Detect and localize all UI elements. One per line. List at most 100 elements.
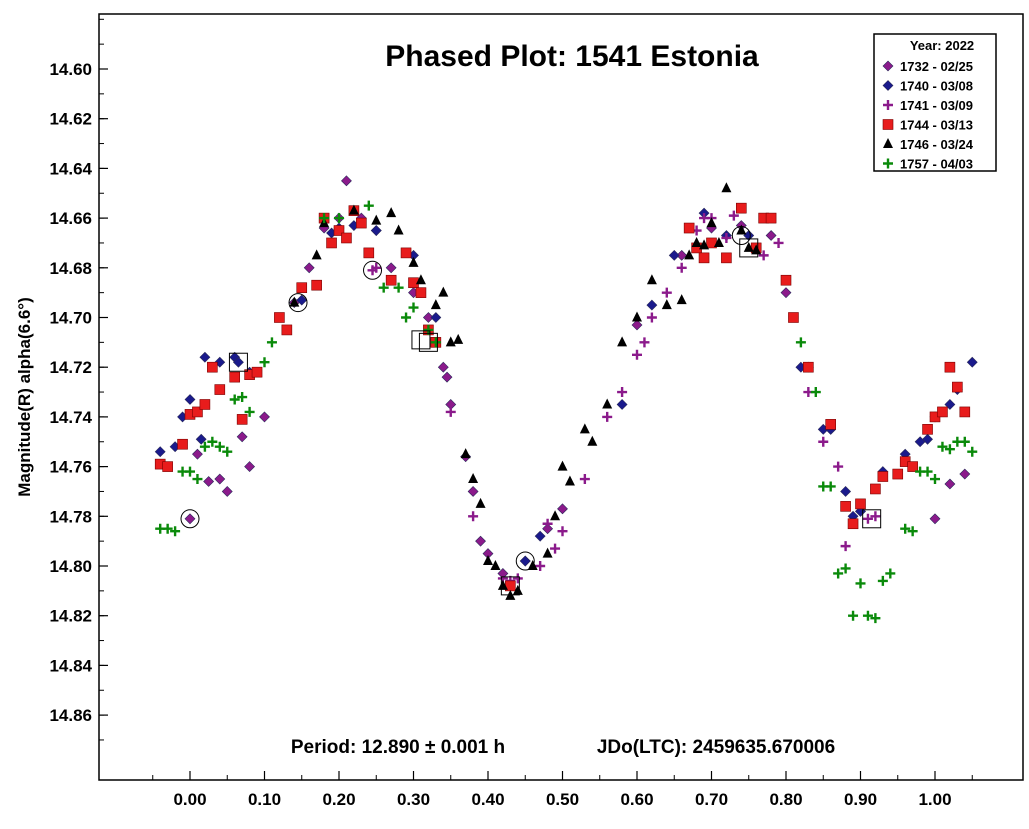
- data-point: [870, 613, 881, 624]
- data-point: [825, 481, 836, 492]
- data-point: [639, 337, 650, 348]
- data-point: [959, 406, 971, 418]
- data-point: [356, 217, 367, 229]
- data-point: [735, 202, 747, 214]
- data-point: [944, 444, 955, 455]
- data-point: [952, 381, 963, 393]
- data-point: [646, 274, 657, 285]
- data-point: [185, 466, 195, 477]
- data-point: [550, 543, 561, 554]
- highlight-square: [228, 352, 248, 372]
- data-point: [728, 210, 739, 221]
- data-point: [214, 384, 226, 395]
- data-point: [415, 287, 427, 298]
- y-tick-label: 14.78: [49, 507, 92, 526]
- data-point: [237, 392, 248, 403]
- data-point: [497, 579, 508, 590]
- epoch-annotation: JDo(LTC): 2459635.670006: [597, 737, 835, 758]
- legend-label: 1741 - 03/09: [900, 98, 973, 113]
- highlight-square: [500, 576, 520, 596]
- data-point: [274, 312, 285, 323]
- data-point: [170, 526, 181, 537]
- data-point: [393, 282, 404, 293]
- period-annotation: Period: 12.890 ± 0.001 h: [291, 737, 505, 758]
- data-point: [162, 523, 173, 534]
- legend-label: 1740 - 03/08: [900, 79, 973, 94]
- highlight-circle: [363, 260, 383, 280]
- data-point: [907, 461, 918, 472]
- data-point: [184, 513, 196, 525]
- data-point: [229, 394, 240, 405]
- data-point: [706, 217, 717, 228]
- y-tick-label: 14.68: [49, 259, 92, 278]
- data-point: [467, 486, 479, 497]
- chart-title: Phased Plot: 1541 Estonia: [385, 40, 759, 73]
- data-point: [334, 213, 344, 224]
- data-point: [765, 212, 777, 224]
- data-point: [195, 433, 207, 445]
- data-point: [743, 241, 754, 252]
- data-point: [795, 337, 806, 348]
- data-point: [453, 333, 464, 344]
- data-point: [177, 438, 188, 450]
- data-point: [617, 387, 628, 398]
- data-point: [713, 236, 724, 247]
- data-point: [602, 411, 613, 422]
- data-point: [632, 349, 642, 360]
- data-point: [371, 214, 382, 225]
- data-point: [840, 501, 851, 512]
- legend-title: Year: 2022: [910, 38, 974, 53]
- data-point: [430, 299, 441, 310]
- data-point: [885, 568, 896, 579]
- data-point: [266, 337, 277, 348]
- data-point: [259, 411, 270, 423]
- data-point: [847, 518, 859, 530]
- highlight-circle: [515, 551, 535, 571]
- legend-items: 1732 - 02/25 1740 - 03/08 1741 - 03/09 1744…: [882, 59, 974, 172]
- data-point: [408, 302, 419, 313]
- data-point: [192, 474, 203, 485]
- data-point: [303, 262, 315, 274]
- data-points: [154, 175, 978, 624]
- data-point: [333, 225, 345, 236]
- data-point: [236, 414, 248, 425]
- data-point: [855, 578, 866, 589]
- data-point: [862, 513, 873, 524]
- x-tick-label: 0.60: [620, 790, 653, 809]
- data-point: [341, 232, 352, 244]
- data-point: [154, 446, 166, 458]
- data-point: [966, 356, 978, 368]
- data-point: [646, 312, 657, 323]
- legend-box: [873, 33, 997, 172]
- data-point: [534, 530, 546, 542]
- data-point: [833, 461, 844, 472]
- data-point: [616, 399, 628, 410]
- data-point: [259, 357, 270, 368]
- data-point: [162, 461, 173, 472]
- highlighted-points: [180, 225, 882, 596]
- data-point: [922, 433, 933, 445]
- data-point: [192, 448, 203, 460]
- data-point: [400, 247, 412, 259]
- data-point: [445, 406, 456, 417]
- data-point: [490, 560, 501, 570]
- data-point: [244, 406, 255, 417]
- data-point: [363, 247, 375, 259]
- data-point: [370, 225, 382, 236]
- data-point: [475, 535, 486, 547]
- data-point: [840, 563, 851, 574]
- plot-frame: [98, 13, 1024, 781]
- data-point: [765, 230, 777, 241]
- legend-label: 1732 - 02/25: [900, 59, 973, 74]
- data-point: [967, 446, 978, 457]
- data-point: [296, 282, 308, 293]
- data-point: [684, 249, 695, 260]
- data-point: [773, 237, 784, 248]
- data-point: [922, 466, 933, 477]
- data-point: [564, 475, 575, 486]
- data-point: [937, 406, 948, 418]
- data-point: [579, 423, 590, 434]
- data-point: [221, 486, 233, 497]
- data-point: [422, 312, 434, 323]
- data-point: [840, 486, 852, 497]
